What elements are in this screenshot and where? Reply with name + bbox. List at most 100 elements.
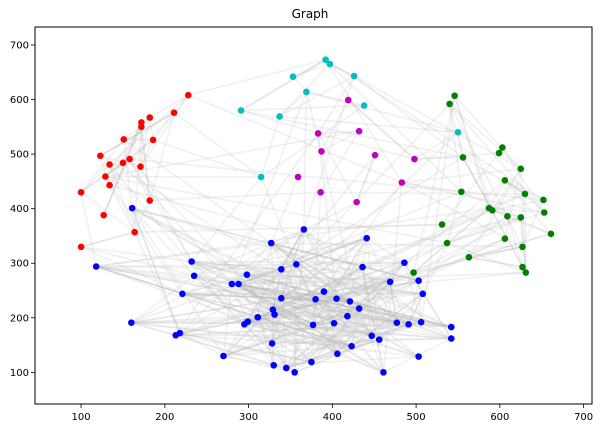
graph-node bbox=[501, 177, 509, 184]
graph-edge bbox=[80, 191, 136, 233]
graph-edge bbox=[175, 132, 319, 336]
graph-edge bbox=[191, 260, 282, 271]
graph-edge bbox=[312, 324, 352, 347]
graph-edge bbox=[191, 260, 312, 363]
graph-edge bbox=[280, 269, 288, 369]
plot-area bbox=[77, 56, 555, 376]
graph-edge bbox=[504, 179, 552, 235]
graph-edge bbox=[504, 179, 526, 195]
graph-edge bbox=[231, 280, 391, 285]
graph-edge bbox=[272, 309, 275, 366]
graph-edge bbox=[182, 280, 391, 295]
graph-edge bbox=[382, 182, 403, 373]
graph-edge bbox=[453, 95, 494, 211]
graph-edge bbox=[454, 95, 522, 170]
graph-edge bbox=[175, 334, 352, 347]
graph-edge bbox=[462, 157, 527, 273]
graph-edge bbox=[501, 147, 545, 213]
graph-edge bbox=[257, 290, 325, 318]
graph-edge bbox=[270, 242, 351, 303]
graph-edge bbox=[280, 268, 398, 324]
graph-edge bbox=[303, 228, 398, 324]
graph-edge bbox=[336, 242, 448, 300]
graph-node bbox=[446, 100, 453, 108]
graph-edge bbox=[462, 156, 526, 195]
graph-node bbox=[458, 188, 465, 196]
graph-edge bbox=[140, 126, 151, 201]
graph-edge bbox=[241, 104, 365, 112]
graph-edge bbox=[353, 75, 464, 159]
graph-edge bbox=[323, 290, 360, 310]
graph-node bbox=[179, 290, 186, 298]
graph-edge bbox=[175, 334, 312, 363]
graph-edge bbox=[317, 132, 415, 160]
graph-edge bbox=[102, 126, 143, 216]
graph-edge bbox=[95, 265, 183, 295]
graph-edge bbox=[182, 237, 367, 295]
graph-edge bbox=[96, 265, 239, 285]
graph-edge bbox=[312, 279, 419, 326]
graph-edge bbox=[148, 117, 154, 141]
graph-edge bbox=[131, 207, 248, 276]
graph-edge bbox=[270, 242, 452, 328]
graph-node bbox=[344, 96, 352, 104]
graph-edge bbox=[238, 191, 462, 285]
graph-edge bbox=[257, 237, 368, 318]
graph-edge bbox=[337, 338, 380, 355]
graph-edge bbox=[131, 207, 391, 283]
graph-edge bbox=[191, 176, 262, 263]
graph-edge bbox=[280, 156, 464, 270]
graph-edge bbox=[294, 281, 391, 373]
graph-edge bbox=[231, 242, 272, 285]
graph-edge bbox=[175, 323, 409, 337]
graph-edge bbox=[323, 291, 335, 324]
graph-edge bbox=[149, 94, 189, 119]
graph-edge bbox=[285, 280, 420, 369]
graph-edge bbox=[182, 292, 350, 303]
graph-edge bbox=[179, 332, 312, 363]
graph-edge bbox=[358, 281, 391, 310]
graph-edge bbox=[449, 103, 522, 170]
graph-node bbox=[267, 239, 275, 247]
graph-node bbox=[146, 197, 154, 204]
graph-edge bbox=[413, 242, 448, 274]
graph-edge bbox=[238, 283, 384, 374]
graph-edge bbox=[396, 293, 424, 324]
graph-node bbox=[318, 148, 325, 155]
graph-edge bbox=[222, 131, 459, 357]
graph-edge bbox=[244, 209, 493, 326]
graph-edge bbox=[272, 193, 526, 311]
graph-node bbox=[92, 263, 100, 270]
graph-edge bbox=[238, 283, 338, 355]
graph-node bbox=[126, 155, 133, 163]
graph-node bbox=[100, 211, 107, 219]
graph-edge bbox=[231, 283, 351, 303]
graph-edge bbox=[280, 229, 305, 270]
graph-edge bbox=[335, 298, 373, 337]
graph-edge bbox=[244, 266, 363, 326]
graph-edge bbox=[238, 283, 276, 316]
graph-edge bbox=[246, 273, 391, 283]
graph-edge bbox=[449, 103, 545, 214]
graph-edge bbox=[280, 75, 355, 299]
graph-edge bbox=[182, 293, 245, 326]
graph-edge bbox=[274, 313, 397, 324]
graph-edge bbox=[280, 268, 339, 355]
graph-edge bbox=[80, 231, 135, 248]
graph-edge bbox=[223, 323, 409, 357]
node-layer bbox=[77, 56, 555, 376]
graph-edge bbox=[336, 262, 406, 355]
graph-edge bbox=[446, 242, 527, 274]
graph-node bbox=[276, 113, 283, 120]
graph-node bbox=[415, 277, 422, 284]
graph-node bbox=[228, 280, 236, 288]
graph-edge bbox=[238, 237, 367, 285]
graph-edge bbox=[80, 246, 195, 277]
graph-edge bbox=[336, 261, 405, 300]
graph-edge bbox=[122, 126, 143, 164]
graph-edge bbox=[246, 274, 275, 366]
graph-edge bbox=[303, 228, 452, 340]
graph-node bbox=[308, 358, 315, 366]
graph-edge bbox=[104, 162, 124, 178]
graph-edge bbox=[320, 99, 349, 152]
